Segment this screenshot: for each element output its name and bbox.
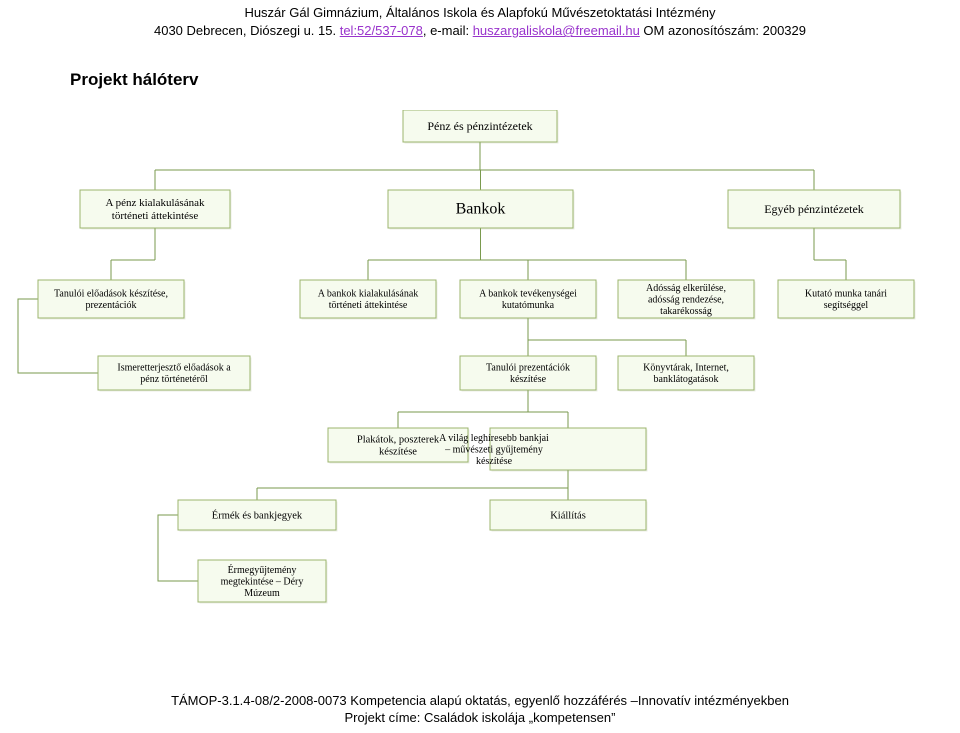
- node-label: – művészeti gyűjtemény: [444, 444, 543, 455]
- node-l2a: Tanulói előadások készítése,prezentációk: [38, 280, 186, 320]
- node-l3c: Könyvtárak, Internet,banklátogatások: [618, 356, 756, 392]
- header-line2: 4030 Debrecen, Diószegi u. 15. tel:52/53…: [0, 22, 960, 40]
- node-label: Adósság elkerülése,: [646, 283, 726, 294]
- header-line1: Huszár Gál Gimnázium, Általános Iskola é…: [0, 4, 960, 22]
- node-label: kutatómunka: [502, 300, 555, 311]
- node-label: megtekintése – Déry: [221, 576, 304, 587]
- page-header: Huszár Gál Gimnázium, Általános Iskola é…: [0, 0, 960, 40]
- node-l2d: Adósság elkerülése,adósság rendezése,tak…: [618, 280, 756, 320]
- node-l1b: Bankok: [388, 190, 575, 230]
- page-footer: TÁMOP-3.1.4-08/2-2008-0073 Kompetencia a…: [0, 692, 960, 727]
- node-l1c: Egyéb pénzintézetek: [728, 190, 902, 230]
- node-label: Ismeretterjesztő előadások a: [117, 363, 231, 374]
- node-l5a: Érmék és bankjegyek: [178, 500, 338, 532]
- node-label: Kiállítás: [550, 510, 586, 521]
- node-l3b: Tanulói prezentációkkészítése: [460, 356, 598, 392]
- node-label: A bankok kialakulásának: [318, 289, 419, 300]
- node-l6a: Érmegyűjteménymegtekintése – DéryMúzeum: [198, 560, 328, 604]
- node-label: pénz történetéről: [140, 374, 208, 385]
- node-l2c: A bankok tevékenységeikutatómunka: [460, 280, 598, 320]
- node-label: Plakátok, poszterek: [357, 434, 440, 445]
- node-label: Bankok: [456, 201, 506, 218]
- node-label: Könyvtárak, Internet,: [643, 363, 729, 374]
- node-root: Pénz és pénzintézetek: [403, 110, 559, 144]
- node-label: Múzeum: [244, 588, 280, 599]
- node-label: adósság rendezése,: [648, 294, 724, 305]
- node-l2e: Kutató munka tanárisegítséggel: [778, 280, 916, 320]
- node-label: A világ leghíresebb bankjai: [439, 433, 549, 444]
- node-label: prezentációk: [85, 300, 136, 311]
- node-label: A bankok tevékenységei: [479, 289, 577, 300]
- node-l4b: A világ leghíresebb bankjai– művészeti g…: [439, 428, 647, 472]
- page-title: Projekt hálóterv: [70, 70, 199, 90]
- node-label: Érmegyűjtemény: [228, 564, 297, 576]
- node-label: történeti áttekintése: [112, 210, 199, 222]
- node-l5b: Kiállítás: [490, 500, 648, 532]
- nodes-layer: Pénz és pénzintézetek A pénz kialakulásán…: [38, 110, 916, 604]
- node-label: Tanulói előadások készítése,: [54, 289, 168, 300]
- node-label: banklátogatások: [654, 374, 719, 385]
- node-l2b: A bankok kialakulásánaktörténeti áttekin…: [300, 280, 438, 320]
- node-label: Pénz és pénzintézetek: [427, 119, 532, 133]
- footer-line2: Projekt címe: Családok iskolája „kompete…: [0, 709, 960, 727]
- node-label: segítséggel: [824, 300, 869, 311]
- node-label: Érmék és bankjegyek: [212, 509, 303, 521]
- tel-link[interactable]: tel:52/537-078: [340, 23, 423, 38]
- email-link[interactable]: huszargaliskola@freemail.hu: [473, 23, 640, 38]
- node-label: készítése: [379, 446, 417, 457]
- node-l3a: Ismeretterjesztő előadások apénz történe…: [98, 356, 252, 392]
- node-label: takarékosság: [660, 306, 712, 317]
- node-l1a: A pénz kialakulásánaktörténeti áttekinté…: [80, 190, 232, 230]
- footer-line1: TÁMOP-3.1.4-08/2-2008-0073 Kompetencia a…: [0, 692, 960, 710]
- node-label: A pénz kialakulásának: [106, 197, 205, 209]
- org-chart-diagram: Pénz és pénzintézetek A pénz kialakulásán…: [0, 110, 960, 660]
- node-label: történeti áttekintése: [329, 300, 408, 311]
- node-label: készítése: [510, 374, 547, 385]
- node-label: Tanulói prezentációk: [486, 363, 570, 374]
- node-label: készítése: [476, 456, 513, 467]
- node-label: Kutató munka tanári: [805, 289, 887, 300]
- node-label: Egyéb pénzintézetek: [764, 202, 864, 216]
